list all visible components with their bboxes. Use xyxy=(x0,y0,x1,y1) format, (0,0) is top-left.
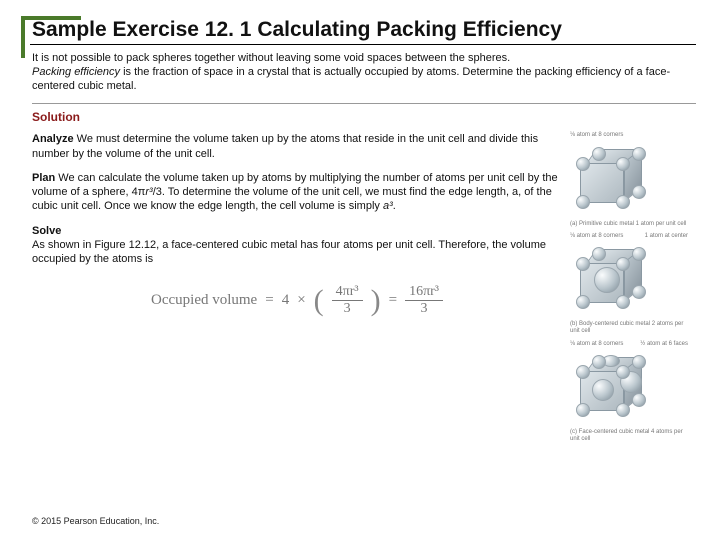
occupied-volume-formula: Occupied volume = 4 × ( 4πr³ 3 ) = 16πr³… xyxy=(151,285,443,317)
figure-b-labels: ⅛ atom at 8 corners 1 atom at center xyxy=(570,233,688,239)
figure-b-cube xyxy=(570,241,662,319)
body-columns: Analyze We must determine the volume tak… xyxy=(32,132,696,442)
plan-period: . xyxy=(393,200,396,212)
slide-page: Sample Exercise 12. 1 Calculating Packin… xyxy=(0,0,720,442)
page-title: Sample Exercise 12. 1 Calculating Packin… xyxy=(30,18,696,45)
formula-factor: 4 xyxy=(282,292,290,309)
formula-eq2: = xyxy=(389,292,397,309)
intro-emph: Packing efficiency xyxy=(32,66,120,78)
fraction-2: 16πr³ 3 xyxy=(405,285,443,317)
frac1-den: 3 xyxy=(344,301,351,317)
formula-lhs: Occupied volume xyxy=(151,292,257,309)
figure-c-left-label: ⅛ atom at 8 corners xyxy=(570,341,623,347)
intro-line1: It is not possible to pack spheres toget… xyxy=(32,52,510,64)
solve-lead: Solve xyxy=(32,225,61,237)
figure-b-right-label: 1 atom at center xyxy=(645,233,688,239)
analyze-text: We must determine the volume taken up by… xyxy=(32,133,538,159)
analyze-lead: Analyze xyxy=(32,133,74,145)
frac2-den: 3 xyxy=(421,301,428,317)
figure-b-left-label: ⅛ atom at 8 corners xyxy=(570,233,623,239)
figure-a-left-label: ⅛ atom at 8 corners xyxy=(570,132,623,138)
figure-c-caption: (c) Face-centered cubic metal 4 atoms pe… xyxy=(570,429,688,442)
figure-a-caption: (a) Primitive cubic metal 1 atom per uni… xyxy=(570,221,688,228)
right-column: ⅛ atom at 8 corners xyxy=(570,132,688,442)
figure-b-caption: (b) Body-centered cubic metal 2 atoms pe… xyxy=(570,321,688,334)
copyright-text: © 2015 Pearson Education, Inc. xyxy=(32,516,159,526)
left-column: Analyze We must determine the volume tak… xyxy=(32,132,562,442)
formula-times: × xyxy=(297,292,305,309)
intro-line2: is the fraction of space in a crystal th… xyxy=(32,66,670,92)
formula-eq1: = xyxy=(265,292,273,309)
intro-paragraph: It is not possible to pack spheres toget… xyxy=(32,51,696,93)
solve-text: As shown in Figure 12.12, a face-centere… xyxy=(32,239,546,265)
fraction-1: 4πr³ 3 xyxy=(332,285,363,317)
figure-c-cube xyxy=(570,349,662,427)
title-block: Sample Exercise 12. 1 Calculating Packin… xyxy=(32,18,696,45)
rparen-icon: ) xyxy=(371,289,381,313)
frac2-num: 16πr³ xyxy=(405,285,443,302)
solve-paragraph: Solve As shown in Figure 12.12, a face-c… xyxy=(32,224,562,267)
frac1-num: 4πr³ xyxy=(332,285,363,302)
figure-a: ⅛ atom at 8 corners xyxy=(570,132,688,227)
figure-b: ⅛ atom at 8 corners 1 atom at center xyxy=(570,233,688,334)
figure-c: ⅛ atom at 8 corners ½ atom at 6 faces xyxy=(570,341,688,442)
solution-heading: Solution xyxy=(32,103,696,124)
title-accent-horizontal xyxy=(21,16,81,20)
figure-stack: ⅛ atom at 8 corners xyxy=(570,132,688,442)
title-accent-vertical xyxy=(21,16,25,58)
figure-c-labels: ⅛ atom at 8 corners ½ atom at 6 faces xyxy=(570,341,688,347)
figure-a-cube xyxy=(570,141,662,219)
analyze-paragraph: Analyze We must determine the volume tak… xyxy=(32,132,562,161)
plan-a3: a³ xyxy=(383,200,393,212)
plan-paragraph: Plan We can calculate the volume taken u… xyxy=(32,171,562,214)
plan-lead: Plan xyxy=(32,172,55,184)
formula-row: Occupied volume = 4 × ( 4πr³ 3 ) = 16πr³… xyxy=(32,285,562,317)
figure-a-labels: ⅛ atom at 8 corners xyxy=(570,132,688,138)
plan-r3: r³ xyxy=(145,186,152,198)
figure-c-right-label: ½ atom at 6 faces xyxy=(640,341,688,347)
lparen-icon: ( xyxy=(314,289,324,313)
